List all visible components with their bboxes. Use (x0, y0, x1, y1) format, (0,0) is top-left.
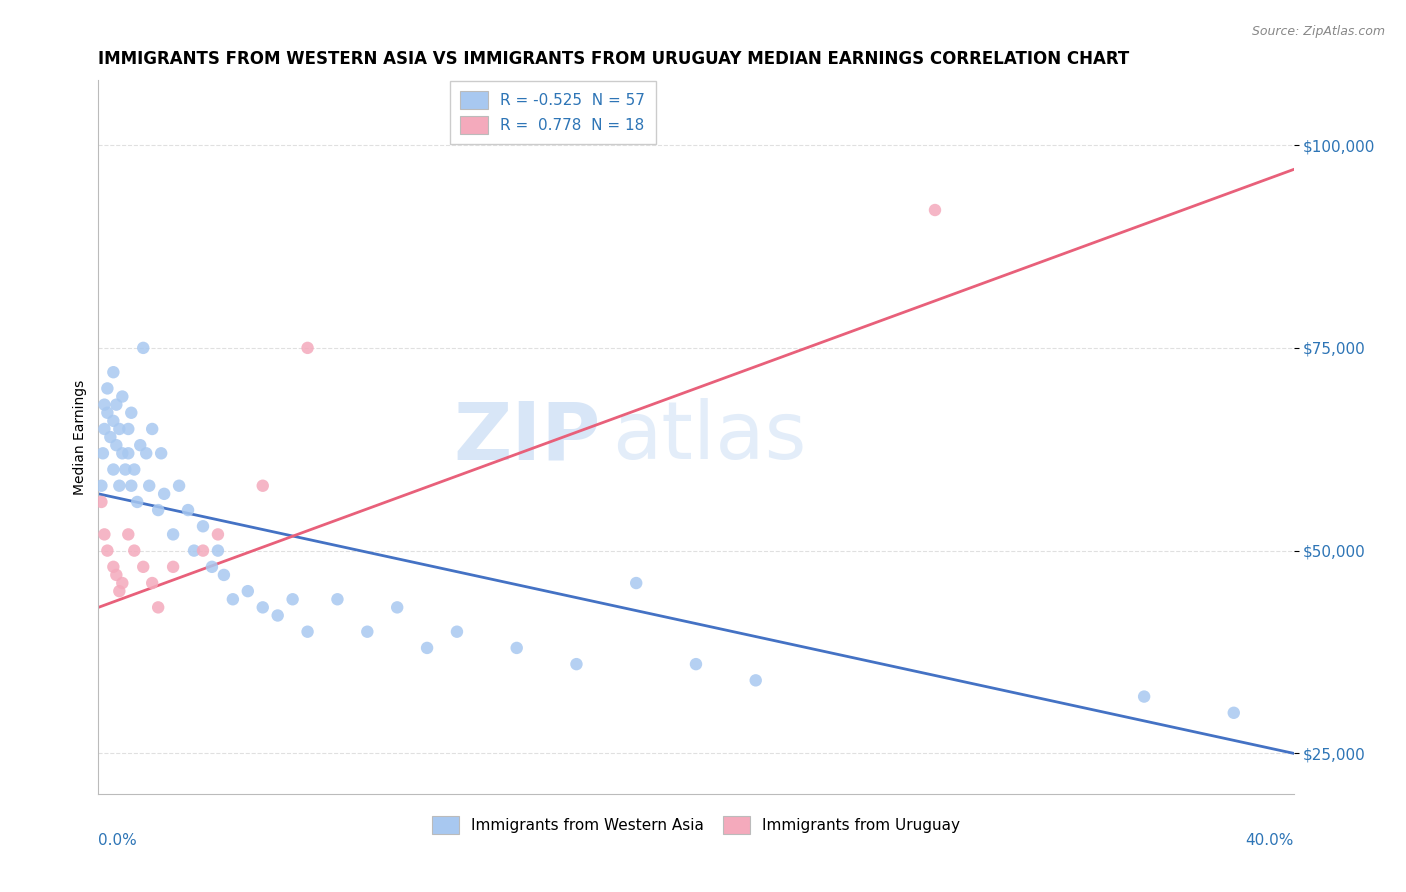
Legend: Immigrants from Western Asia, Immigrants from Uruguay: Immigrants from Western Asia, Immigrants… (426, 810, 966, 839)
Point (297, 341, 319, 355)
Point (98, 430, 122, 444)
Point (105, 398, 128, 412)
Point (356, 624, 378, 639)
Point (222, 592, 245, 607)
Point (385, 600, 409, 615)
Point (114, 462, 136, 476)
Point (506, 640, 529, 655)
Point (191, 519, 214, 533)
Point (565, 657, 588, 672)
Point (416, 640, 439, 655)
Point (1223, 706, 1246, 720)
Point (120, 479, 142, 493)
Point (117, 446, 139, 460)
Point (685, 657, 707, 672)
Text: 0.0%: 0.0% (98, 833, 138, 848)
Point (148, 600, 170, 615)
Point (117, 422, 139, 436)
Point (207, 543, 229, 558)
Point (281, 592, 304, 607)
Point (90, 495, 112, 509)
Point (103, 414, 125, 428)
Point (167, 479, 190, 493)
Point (132, 559, 155, 574)
Point (103, 559, 125, 574)
Y-axis label: Median Earnings: Median Earnings (73, 379, 87, 495)
Point (924, 202, 946, 217)
Point (267, 608, 290, 623)
Point (138, 479, 160, 493)
Point (191, 543, 214, 558)
Point (108, 584, 131, 599)
Point (96, 381, 118, 395)
Point (236, 584, 259, 599)
Text: 40.0%: 40.0% (1246, 833, 1294, 848)
Point (103, 365, 125, 379)
Point (141, 422, 163, 436)
Point (93, 527, 115, 541)
Point (446, 624, 468, 639)
Point (162, 559, 184, 574)
Point (207, 527, 229, 541)
Point (150, 446, 173, 460)
Text: atlas: atlas (613, 398, 807, 476)
Point (148, 503, 170, 517)
Point (96, 543, 118, 558)
Point (124, 462, 146, 476)
Text: Source: ZipAtlas.com: Source: ZipAtlas.com (1251, 25, 1385, 38)
Point (105, 438, 128, 452)
Point (108, 479, 131, 493)
Point (177, 503, 200, 517)
Point (90, 479, 112, 493)
Point (93, 398, 115, 412)
Point (105, 568, 128, 582)
Point (93, 422, 115, 436)
Point (153, 487, 176, 501)
Point (252, 479, 274, 493)
Point (96, 406, 118, 420)
Text: IMMIGRANTS FROM WESTERN ASIA VS IMMIGRANTS FROM URUGUAY MEDIAN EARNINGS CORRELAT: IMMIGRANTS FROM WESTERN ASIA VS IMMIGRAN… (98, 50, 1129, 68)
Text: ZIP: ZIP (453, 398, 600, 476)
Point (111, 390, 134, 404)
Point (103, 462, 125, 476)
Point (745, 673, 768, 688)
Point (108, 422, 131, 436)
Point (212, 568, 235, 582)
Point (326, 592, 349, 607)
Point (129, 438, 152, 452)
Point (252, 600, 274, 615)
Point (111, 576, 134, 591)
Point (120, 406, 142, 420)
Point (135, 446, 157, 460)
Point (117, 527, 139, 541)
Point (141, 576, 163, 591)
Point (124, 543, 146, 558)
Point (1133, 690, 1156, 704)
Point (162, 527, 184, 541)
Point (183, 543, 205, 558)
Point (201, 559, 224, 574)
Point (127, 495, 149, 509)
Point (91, 446, 114, 460)
Point (132, 341, 155, 355)
Point (297, 624, 319, 639)
Point (626, 576, 648, 591)
Point (111, 446, 134, 460)
